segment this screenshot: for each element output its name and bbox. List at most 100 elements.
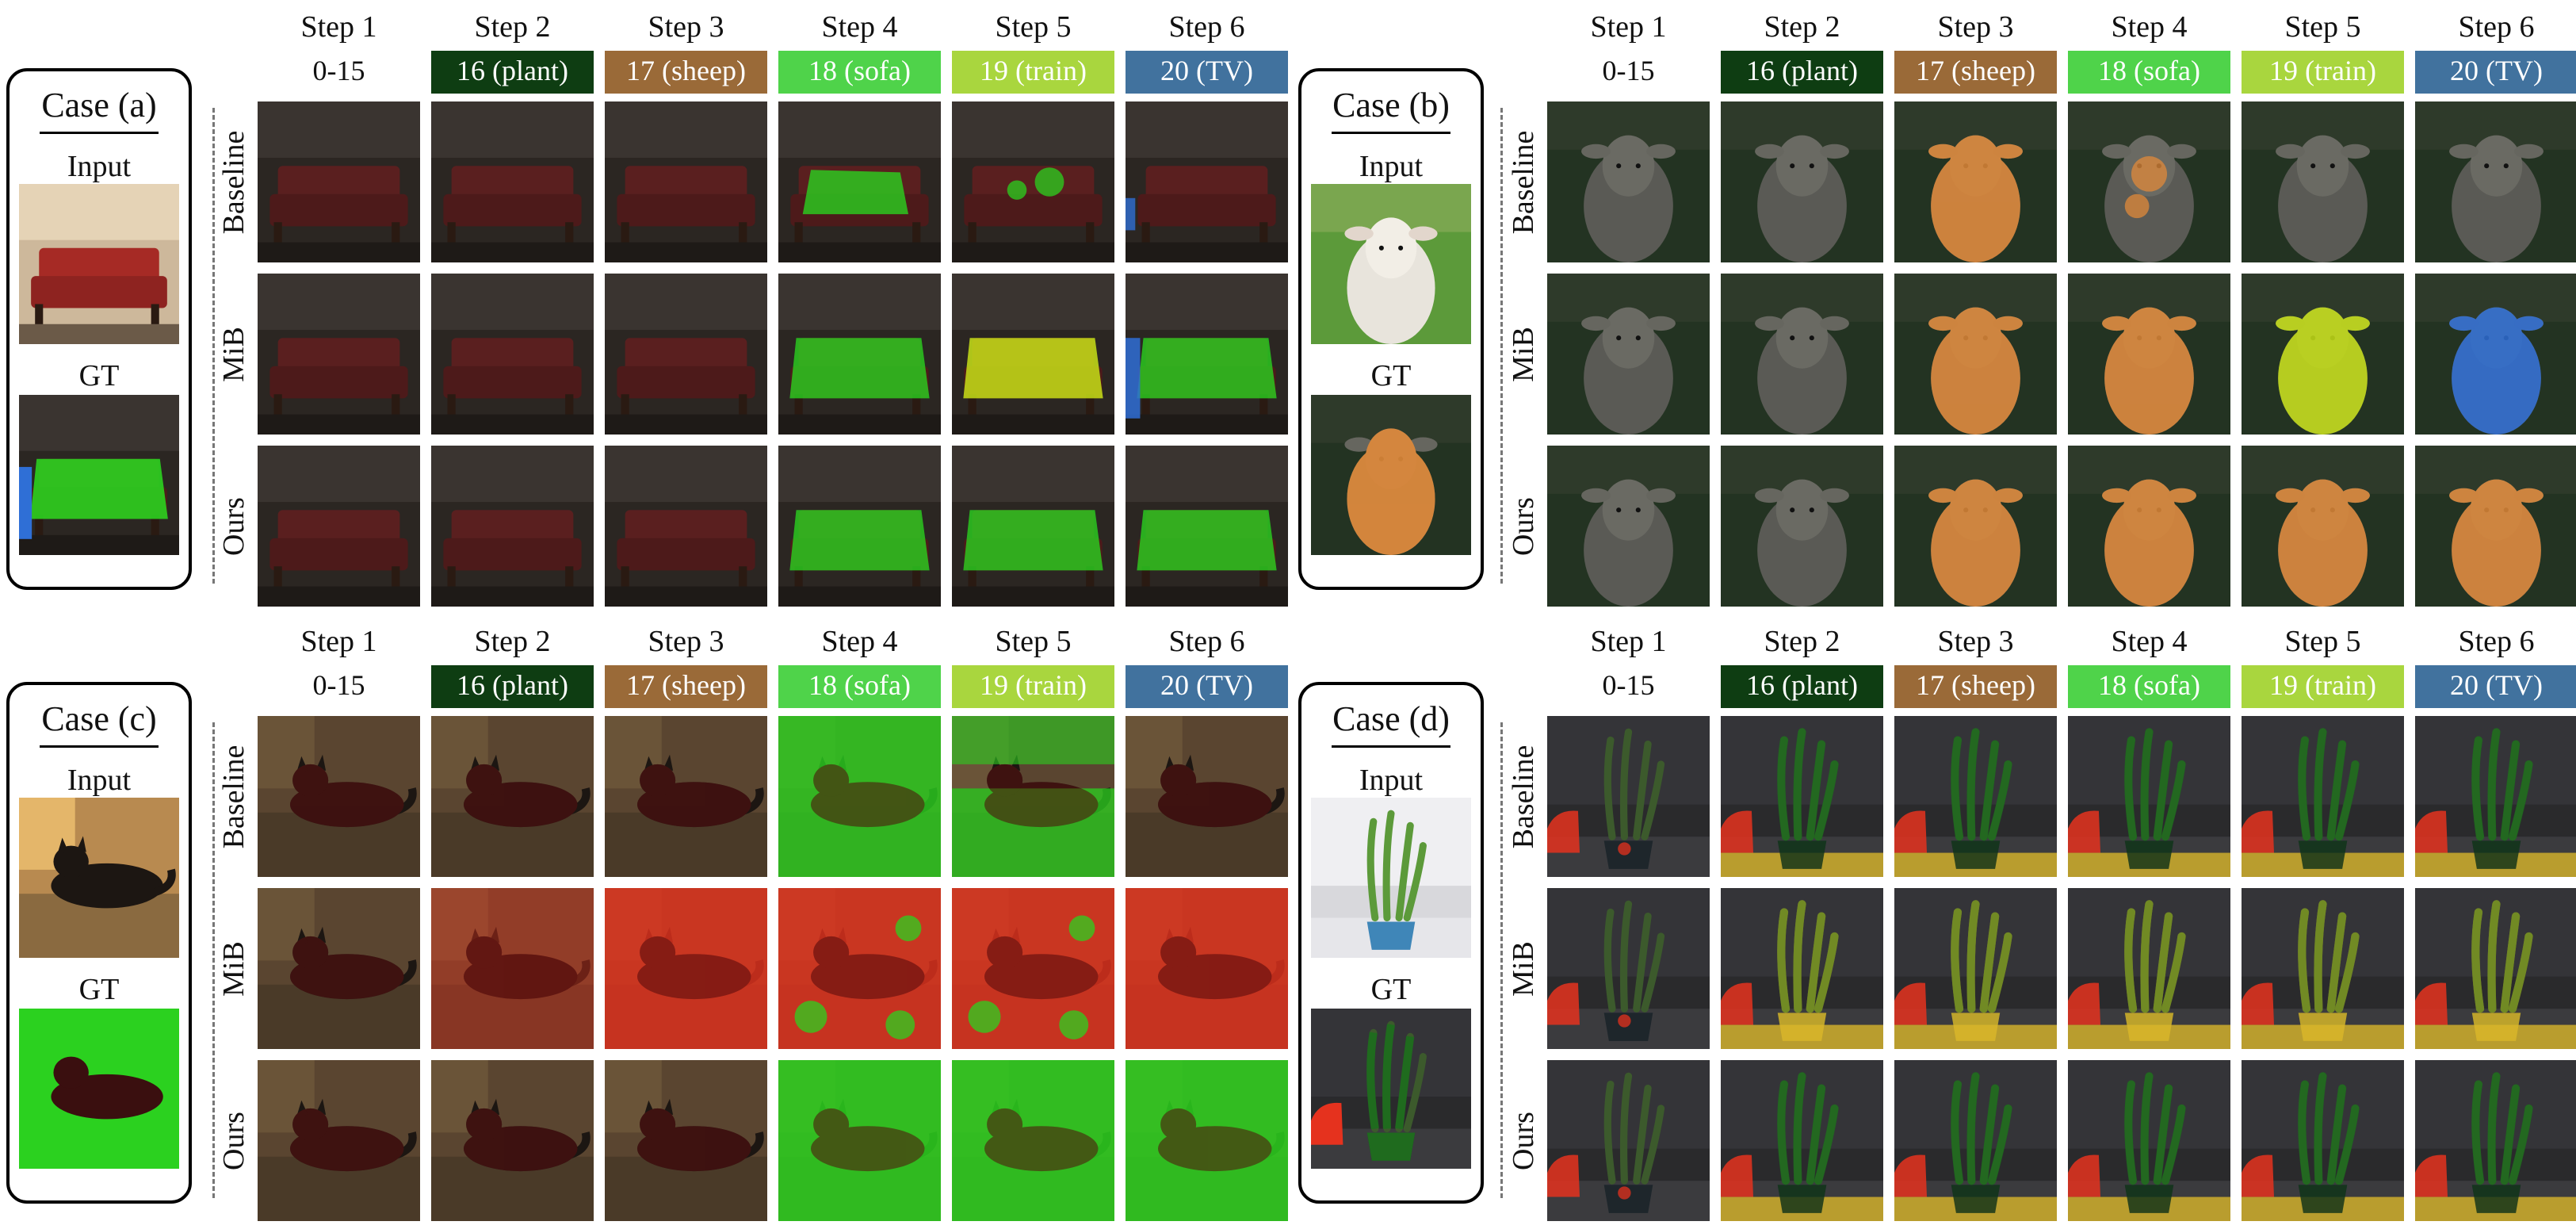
result-tile bbox=[431, 446, 594, 607]
step-label: Step 3 bbox=[648, 625, 724, 658]
step-label: Step 2 bbox=[474, 625, 551, 658]
result-tile bbox=[952, 274, 1114, 435]
result-tile bbox=[778, 101, 941, 262]
result-tile bbox=[952, 716, 1114, 877]
class-label: 19 (train) bbox=[952, 665, 1114, 708]
gt-label: GT bbox=[1370, 973, 1412, 1006]
input-image bbox=[19, 798, 179, 958]
step-label: Step 5 bbox=[2284, 10, 2361, 44]
case-title-underline bbox=[40, 132, 159, 134]
result-tile bbox=[1547, 446, 1710, 607]
class-label: 17 (sheep) bbox=[1894, 665, 2057, 708]
case-title: Case (c) bbox=[41, 699, 157, 738]
result-tile bbox=[1721, 446, 1883, 607]
result-tile bbox=[1126, 888, 1288, 1049]
input-image bbox=[19, 184, 179, 344]
step-label: Step 2 bbox=[1764, 10, 1840, 44]
step-label: Step 3 bbox=[648, 10, 724, 44]
row-label: MiB bbox=[217, 940, 250, 997]
result-tile bbox=[1894, 716, 2057, 877]
case-title-underline bbox=[1332, 132, 1450, 134]
dashed-separator bbox=[1500, 108, 1503, 584]
result-tile bbox=[2242, 446, 2404, 607]
result-tile bbox=[1894, 446, 2057, 607]
result-tile bbox=[605, 446, 767, 607]
result-tile bbox=[258, 888, 420, 1049]
class-label: 17 (sheep) bbox=[605, 51, 767, 94]
row-label: Baseline bbox=[217, 745, 250, 848]
row-label: Baseline bbox=[1507, 745, 1540, 848]
class-label: 0-15 bbox=[1547, 665, 1710, 708]
result-tile bbox=[1894, 1060, 2057, 1221]
result-tile bbox=[605, 716, 767, 877]
result-tile bbox=[258, 274, 420, 435]
result-tile bbox=[258, 446, 420, 607]
result-tile bbox=[258, 101, 420, 262]
gt-image bbox=[1311, 395, 1471, 555]
result-tile bbox=[778, 888, 941, 1049]
step-label: Step 6 bbox=[1168, 625, 1245, 658]
class-label: 20 (TV) bbox=[1126, 51, 1288, 94]
result-tile bbox=[2242, 716, 2404, 877]
class-label: 20 (TV) bbox=[2415, 665, 2576, 708]
row-label: MiB bbox=[1507, 940, 1540, 997]
result-tile bbox=[431, 888, 594, 1049]
result-tile bbox=[1547, 101, 1710, 262]
result-tile bbox=[2068, 1060, 2230, 1221]
result-tile bbox=[1126, 716, 1288, 877]
step-label: Step 4 bbox=[821, 625, 898, 658]
result-tile bbox=[2415, 446, 2576, 607]
class-label: 20 (TV) bbox=[2415, 51, 2576, 94]
class-label: 19 (train) bbox=[2242, 665, 2404, 708]
step-label: Step 2 bbox=[474, 10, 551, 44]
result-tile bbox=[2242, 101, 2404, 262]
result-tile bbox=[431, 1060, 594, 1221]
result-tile bbox=[2068, 446, 2230, 607]
result-tile bbox=[952, 446, 1114, 607]
result-tile bbox=[1547, 274, 1710, 435]
input-label: Input bbox=[67, 764, 132, 797]
result-tile bbox=[2415, 716, 2576, 877]
row-label: MiB bbox=[1507, 326, 1540, 382]
gt-label: GT bbox=[78, 359, 120, 392]
result-tile bbox=[605, 101, 767, 262]
result-tile bbox=[1126, 446, 1288, 607]
class-label: 16 (plant) bbox=[431, 51, 594, 94]
result-tile bbox=[605, 1060, 767, 1221]
dashed-separator bbox=[1500, 722, 1503, 1198]
step-label: Step 6 bbox=[1168, 10, 1245, 44]
dashed-separator bbox=[212, 722, 215, 1198]
result-tile bbox=[778, 716, 941, 877]
step-label: Step 2 bbox=[1764, 625, 1840, 658]
result-tile bbox=[431, 101, 594, 262]
row-label: Ours bbox=[1507, 496, 1540, 556]
result-tile bbox=[2242, 888, 2404, 1049]
result-tile bbox=[778, 274, 941, 435]
step-label: Step 1 bbox=[1590, 625, 1667, 658]
gt-image bbox=[19, 1009, 179, 1169]
input-label: Input bbox=[67, 150, 132, 183]
class-label: 19 (train) bbox=[952, 51, 1114, 94]
result-tile bbox=[2242, 1060, 2404, 1221]
class-label: 19 (train) bbox=[2242, 51, 2404, 94]
result-tile bbox=[1721, 1060, 1883, 1221]
result-tile bbox=[2068, 101, 2230, 262]
gt-image bbox=[19, 395, 179, 555]
result-tile bbox=[2415, 274, 2576, 435]
step-label: Step 5 bbox=[995, 10, 1072, 44]
class-label: 18 (sofa) bbox=[2068, 51, 2230, 94]
step-label: Step 1 bbox=[300, 625, 377, 658]
result-tile bbox=[2415, 888, 2576, 1049]
class-label: 0-15 bbox=[258, 665, 420, 708]
result-tile bbox=[1721, 274, 1883, 435]
result-tile bbox=[1126, 1060, 1288, 1221]
input-label: Input bbox=[1359, 764, 1424, 797]
step-label: Step 6 bbox=[2458, 10, 2535, 44]
row-label: Ours bbox=[1507, 1111, 1540, 1170]
gt-label: GT bbox=[78, 973, 120, 1006]
step-label: Step 4 bbox=[2111, 10, 2188, 44]
result-tile bbox=[2415, 1060, 2576, 1221]
case-title: Case (d) bbox=[1332, 699, 1450, 738]
result-tile bbox=[1721, 716, 1883, 877]
gt-image bbox=[1311, 1009, 1471, 1169]
